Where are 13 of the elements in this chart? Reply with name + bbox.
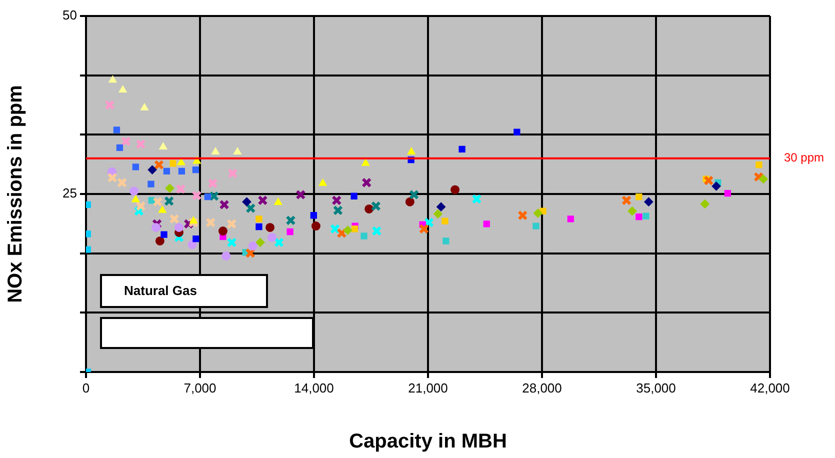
x-tick-label: 28,000 [522, 380, 562, 396]
y-tick-label: 25 [62, 186, 77, 201]
y-tick-label: 50 [62, 8, 77, 23]
x-tick-label: 35,000 [636, 380, 676, 396]
x-tick-label: 21,000 [408, 380, 448, 396]
x-tick-label: 0 [82, 380, 90, 396]
x-tick-label: 14,000 [294, 380, 334, 396]
y-axis-title: NOx Emissions in ppm [4, 85, 27, 303]
x-tick-label: 42,000 [750, 380, 790, 396]
x-axis-title: Capacity in MBH [349, 430, 507, 453]
annotation: Natural Gas [124, 283, 197, 299]
x-tick-label: 7,000 [184, 380, 216, 396]
ref-line-label: 30 ppm [784, 150, 824, 165]
